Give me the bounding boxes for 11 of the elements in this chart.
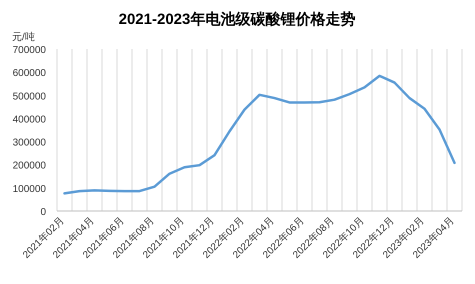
y-tick-label: 700000 <box>12 45 46 56</box>
y-axis-title: 元/吨 <box>12 31 35 43</box>
y-tick-label: 200000 <box>12 160 46 172</box>
y-tick-label: 100000 <box>12 184 46 195</box>
y-tick-label: 600000 <box>12 68 46 80</box>
y-tick-label: 400000 <box>12 114 46 126</box>
y-tick-label: 300000 <box>12 138 46 149</box>
chart-title: 2021-2023年电池级碳酸锂价格走势 <box>118 11 356 28</box>
y-tick-label: 0 <box>40 207 46 218</box>
line-series <box>63 74 456 195</box>
y-tick-label: 500000 <box>12 91 46 102</box>
